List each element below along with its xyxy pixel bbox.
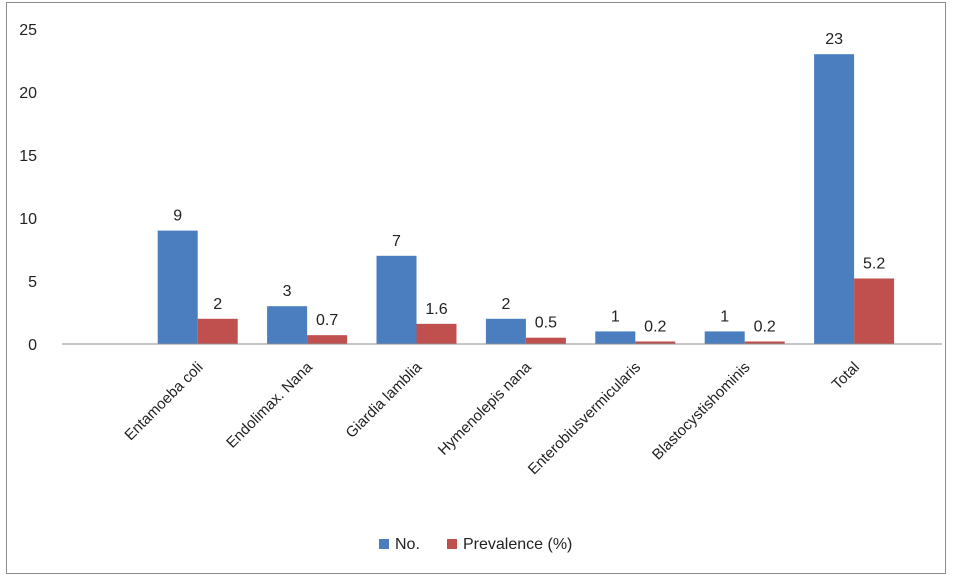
- y-tick-label: 10: [19, 211, 37, 228]
- bar-prevalence: [635, 341, 676, 344]
- data-label: 2: [501, 296, 510, 313]
- data-label: 0.5: [535, 315, 557, 332]
- data-label: 1: [611, 308, 620, 325]
- category-label: Enterobiusvermicularis: [525, 359, 644, 478]
- bar-count: [376, 255, 417, 344]
- category-label: Endolimax. Nana: [223, 358, 316, 451]
- data-label: 5.2: [863, 255, 885, 272]
- data-label: 1: [720, 308, 729, 325]
- data-label: 0.2: [754, 318, 776, 335]
- chart-frame: 0 5 10 15 20 25 9 2 3 0.7 7 1.6 2 0.5 1 0.2 1 0.2 23 5.2 E…: [6, 2, 946, 574]
- category-label: Blastocystishominis: [649, 359, 754, 464]
- legend: No. Prevalence (%): [379, 536, 572, 553]
- y-tick-label: 25: [19, 22, 37, 39]
- category-label: Entamoeba coli: [121, 359, 206, 444]
- data-label: 0.2: [644, 318, 666, 335]
- y-tick-label: 15: [19, 148, 37, 165]
- bars: [157, 54, 895, 344]
- data-label: 23: [825, 31, 843, 48]
- y-tick-label: 5: [28, 274, 37, 291]
- category-label: Giardia lamblia: [343, 358, 426, 441]
- bar-count: [704, 331, 745, 344]
- data-label: 1.6: [425, 301, 447, 318]
- legend-swatch: [447, 539, 457, 549]
- bar-prevalence: [854, 278, 895, 344]
- category-labels: Entamoeba coli Endolimax. Nana Giardia lam…: [121, 358, 863, 478]
- data-label: 9: [173, 208, 182, 225]
- bar-count: [485, 318, 526, 344]
- y-tick-label: 0: [28, 337, 37, 354]
- category-label: Hymenolepis nana: [435, 358, 535, 458]
- data-label: 2: [213, 296, 222, 313]
- legend-label: Prevalence (%): [463, 536, 572, 553]
- legend-swatch: [379, 539, 389, 549]
- bar-count: [814, 54, 855, 344]
- bar-prevalence: [197, 318, 238, 344]
- data-label: 7: [392, 233, 401, 250]
- bar-prevalence: [416, 323, 457, 344]
- data-label: 3: [283, 283, 292, 300]
- y-tick-label: 20: [19, 85, 37, 102]
- bar-prevalence: [525, 337, 566, 344]
- bar-prevalence: [307, 335, 348, 344]
- bar-count: [267, 306, 308, 344]
- bar-count: [595, 331, 636, 344]
- legend-label: No.: [395, 536, 420, 553]
- bar-prevalence: [744, 341, 785, 344]
- y-axis-ticks: 0 5 10 15 20 25: [19, 22, 37, 354]
- bar-count: [157, 230, 198, 344]
- category-label: Total: [829, 359, 863, 393]
- data-label: 0.7: [316, 312, 338, 329]
